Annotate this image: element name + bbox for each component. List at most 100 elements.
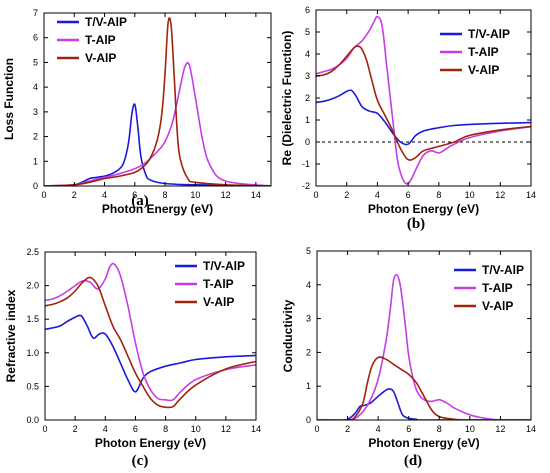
x-tick-label: 4 — [102, 190, 107, 200]
x-tick-label: 8 — [436, 190, 441, 200]
series-line-t-v-alp — [44, 103, 271, 186]
series-line-v-alp — [45, 276, 256, 409]
y-axis-label: Re (Dielectric Function) — [280, 31, 294, 166]
x-tick-label: 4 — [376, 424, 381, 434]
legend-label: T/V-AlP — [85, 15, 127, 29]
plot-frame — [316, 250, 532, 421]
series-line-t-alp — [316, 15, 531, 185]
y-tick-label: 1.0 — [26, 348, 39, 358]
x-tick-label: 12 — [221, 190, 231, 200]
y-axis-label: Refractive index — [4, 289, 18, 382]
panel-label: (a) — [131, 193, 149, 209]
x-tick-label: 6 — [132, 190, 137, 200]
y-axis-label: Conductivity — [281, 299, 295, 372]
y-tick-label: 5 — [305, 27, 310, 37]
x-tick-label: 0 — [42, 424, 47, 434]
x-tick-label: 0 — [314, 424, 319, 434]
y-axis-label: Loss Function — [2, 58, 16, 140]
x-tick-label: 0 — [41, 190, 46, 200]
legend-label: T-AlP — [85, 33, 116, 47]
x-tick-label: 2 — [344, 190, 349, 200]
y-tick-label: 1 — [33, 156, 38, 166]
plot-frame — [43, 12, 272, 187]
y-tick-label: 3 — [306, 314, 311, 324]
legend-label: T-AlP — [203, 277, 234, 291]
x-tick-label: 10 — [465, 424, 475, 434]
x-tick-label: 4 — [375, 190, 380, 200]
series-line-t-v-alp — [317, 388, 531, 420]
y-tick-label: 7 — [33, 8, 38, 18]
legend: T/V-AlP T-AlP V-AlP — [57, 15, 127, 65]
y-tick-label: 0 — [305, 137, 310, 147]
panel-label: (d) — [404, 453, 422, 469]
y-tick-label: 4 — [306, 280, 311, 290]
legend-label: T-AlP — [482, 281, 513, 295]
y-tick-label: 2 — [33, 132, 38, 142]
y-tick-label: 2 — [306, 347, 311, 357]
chart-panel-c: 0 2 4 6 8 10 12 14 0.0 0.5 1.0 1.5 2.0 2.5 Photon Ener… — [4, 247, 261, 469]
legend-label: T/V-AlP — [468, 27, 510, 41]
legend-label: V-AlP — [482, 299, 513, 313]
panel-label: (b) — [407, 216, 425, 232]
legend: T/V-AlP T-AlP V-AlP — [175, 259, 245, 309]
y-tick-label: 4 — [305, 49, 310, 59]
x-tick-label: 2 — [345, 424, 350, 434]
y-tick-label: 0 — [33, 181, 38, 191]
x-tick-label: 8 — [163, 424, 168, 434]
x-axis-label: Photon Energy (eV) — [368, 436, 479, 450]
series-line-t-v-alp — [316, 89, 531, 146]
y-tick-label: 0.5 — [26, 381, 39, 391]
y-tick-label: -2 — [302, 181, 310, 191]
series-line-v-alp — [316, 45, 531, 161]
y-tick-label: 3 — [305, 71, 310, 81]
series-line-v-alp — [44, 17, 271, 186]
x-tick-label: 10 — [191, 424, 201, 434]
y-tick-label: 2 — [305, 93, 310, 103]
x-tick-label: 14 — [526, 424, 536, 434]
panel-label: (c) — [132, 453, 149, 469]
legend-label: T/V-AlP — [203, 259, 245, 273]
legend-label: V-AlP — [468, 63, 499, 77]
x-axis-label: Photon Energy (eV) — [95, 436, 206, 450]
y-tick-label: 3 — [33, 107, 38, 117]
x-axis-label: Photon Energy (eV) — [368, 202, 479, 216]
legend-label: V-AlP — [85, 51, 116, 65]
x-tick-label: 2 — [73, 424, 78, 434]
y-tick-label: 2.0 — [26, 281, 39, 291]
x-tick-label: 12 — [221, 424, 231, 434]
legend-label: T-AlP — [468, 45, 499, 59]
y-tick-label: 5 — [306, 246, 311, 256]
x-tick-label: 6 — [133, 424, 138, 434]
y-tick-label: 0 — [306, 415, 311, 425]
legend: T/V-AlP T-AlP V-AlP — [440, 27, 510, 77]
x-tick-label: 10 — [465, 190, 475, 200]
x-tick-label: 0 — [313, 190, 318, 200]
x-tick-label: 12 — [495, 424, 505, 434]
y-tick-label: 2.5 — [26, 247, 39, 257]
y-tick-label: 4 — [33, 82, 38, 92]
series-line-t-alp — [317, 273, 531, 420]
series-line-t-v-alp — [45, 314, 256, 393]
x-tick-label: 14 — [526, 190, 536, 200]
x-tick-label: 10 — [190, 190, 200, 200]
x-tick-label: 8 — [437, 424, 442, 434]
legend-label: V-AlP — [203, 295, 234, 309]
y-tick-label: 6 — [305, 5, 310, 15]
x-axis-label: Photon Energy (eV) — [102, 202, 213, 216]
series-line-t-alp — [44, 61, 271, 186]
x-tick-label: 14 — [251, 190, 261, 200]
legend-label: T/V-AlP — [482, 263, 524, 277]
plot-frame — [44, 251, 257, 421]
y-tick-label: 1 — [306, 381, 311, 391]
y-tick-label: -1 — [302, 159, 310, 169]
x-tick-label: 8 — [163, 190, 168, 200]
y-tick-label: 5 — [33, 57, 38, 67]
y-tick-label: 0.0 — [26, 415, 39, 425]
x-tick-label: 6 — [406, 424, 411, 434]
series-line-v-alp — [317, 356, 531, 420]
y-tick-label: 6 — [33, 33, 38, 43]
